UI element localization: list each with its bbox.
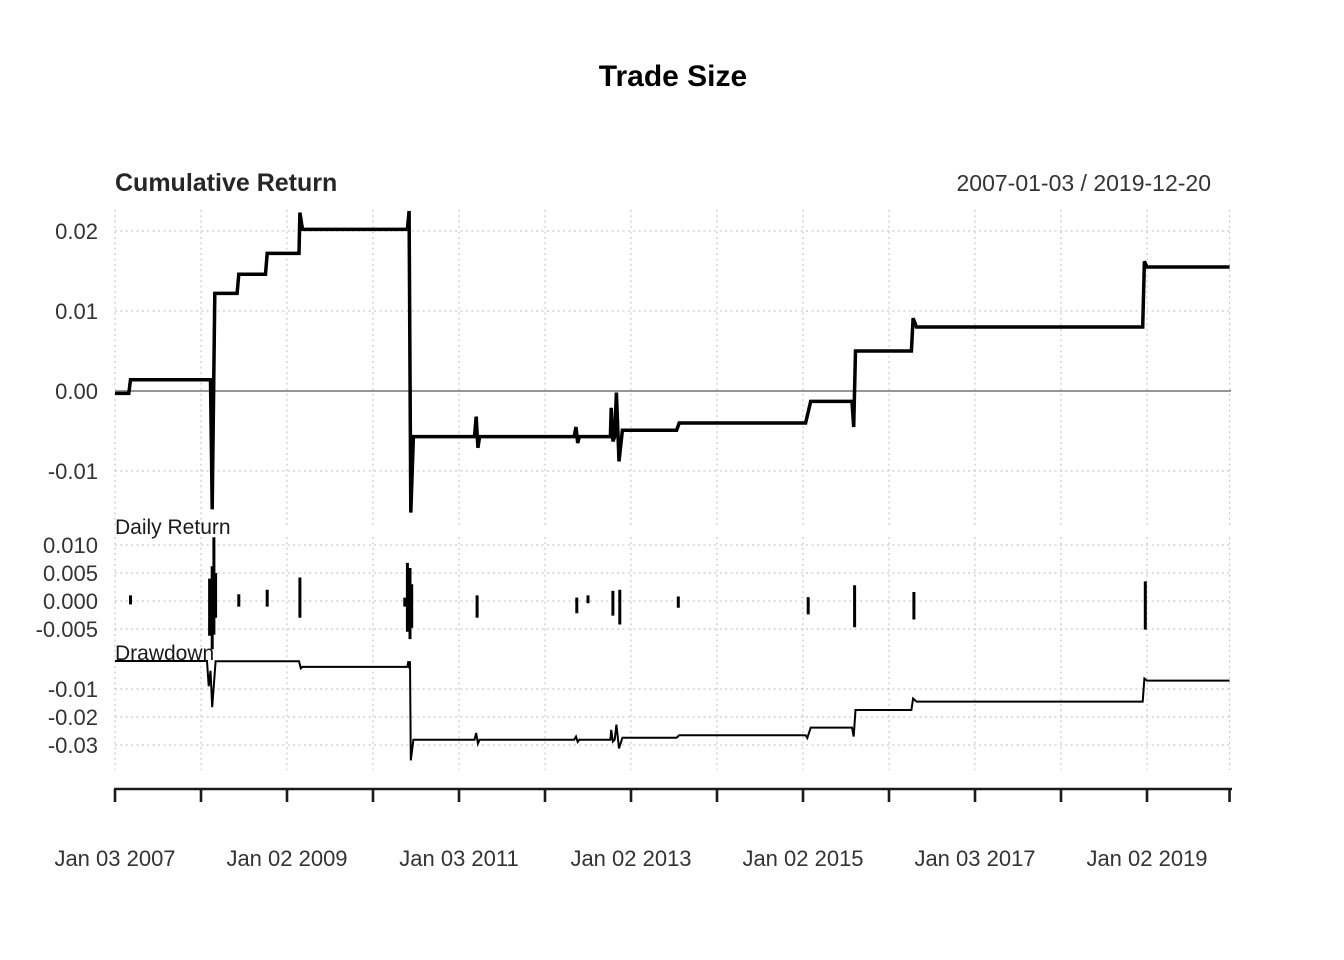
panel-title-drawdown: Drawdown (115, 642, 215, 665)
date-range-label: 2007-01-03 / 2019-12-20 (956, 170, 1211, 196)
x-axis-tick-label: Jan 02 2013 (570, 846, 691, 871)
y-axis-tick-label: 0.000 (43, 589, 98, 614)
panel-title-daily-return: Daily Return (115, 516, 231, 539)
y-axis-tick-label: -0.01 (48, 677, 98, 702)
drawdown-line (115, 660, 1230, 761)
y-axis-tick-label: 0.010 (43, 533, 98, 558)
y-axis-tick-label: -0.005 (36, 617, 98, 642)
x-axis-tick-label: Jan 02 2019 (1086, 846, 1207, 871)
cumulative-return-header: Cumulative Return 2007-01-03 / 2019-12-2… (115, 169, 1231, 198)
x-axis-tick-label: Jan 02 2015 (742, 846, 863, 871)
y-axis-tick-label: 0.01 (55, 299, 98, 324)
y-axis-tick-label: -0.03 (48, 733, 98, 758)
y-axis-tick-label: -0.01 (48, 459, 98, 484)
x-axis-tick-label: Jan 02 2009 (226, 846, 347, 871)
chart-title: Trade Size (598, 60, 748, 93)
y-axis-tick-label: 0.02 (55, 219, 98, 244)
daily-return-spikes (129, 537, 1147, 650)
x-axis-tick-label: Jan 03 2007 (54, 846, 175, 871)
y-axis-tick-label: 0.005 (43, 561, 98, 586)
y-axis-tick-label: -0.02 (48, 705, 98, 730)
panel-title-cumulative-return: Cumulative Return (115, 169, 338, 197)
x-axis-tick-label: Jan 03 2017 (914, 846, 1035, 871)
y-axis-tick-label: 0.00 (55, 379, 98, 404)
x-axis-tick-label: Jan 03 2011 (399, 846, 518, 871)
cumulative-return-line (115, 210, 1230, 513)
